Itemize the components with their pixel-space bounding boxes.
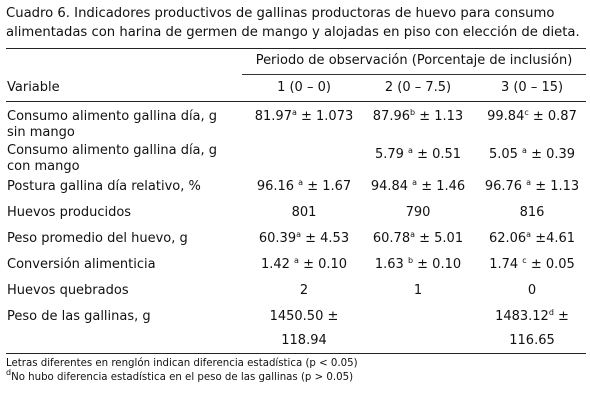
cell-text: ±4.61 — [531, 231, 576, 246]
cell-text: 5.79 — [374, 147, 409, 162]
superscript: a — [291, 108, 297, 117]
cell-text: ± 5.01 — [415, 231, 464, 246]
cell-text: 1.42 — [260, 257, 295, 272]
row-label: Consumo alimento gallina día, g sin mang… — [7, 109, 218, 140]
table-cell: 96.16 a ± 1.67 — [248, 178, 360, 195]
table-cell: 0 — [527, 283, 537, 298]
row-label: Postura gallina día relativo, % — [7, 179, 201, 194]
row-label: Consumo alimento gallina día, g con mang… — [7, 143, 218, 174]
cell-text: 5.05 — [488, 147, 523, 162]
table-cell: 60.78a ± 5.01 — [362, 230, 474, 247]
cell-text: 99.84 — [487, 109, 525, 124]
cell-text: ± 0.10 — [298, 257, 348, 272]
cell-text: No hubo diferencia estadística en el pes… — [11, 372, 354, 383]
superscript: b — [407, 256, 414, 265]
superscript: a — [526, 230, 532, 239]
table-cell: 5.79 a ± 0.51 — [362, 146, 474, 163]
header-rule — [6, 101, 586, 102]
cell-text: ± 1.13 — [531, 179, 580, 194]
table-caption: Cuadro 6. Indicadores productivos de gal… — [6, 6, 580, 40]
row-label: Conversión alimenticia — [7, 257, 156, 272]
cell-text: 60.39 — [258, 231, 297, 246]
superscript: b — [410, 108, 416, 117]
row-label: Peso de las gallinas, g — [7, 309, 151, 324]
superscript: c — [524, 108, 529, 117]
cell-text: ± 0.39 — [526, 147, 576, 162]
table-cell: 1.42 a ± 0.10 — [248, 256, 360, 273]
column-header-2: 2 (0 – 7.5) — [384, 80, 452, 95]
table-cell: 62.06a ±4.61 — [476, 230, 588, 247]
cell-text: 96.16 — [256, 179, 299, 194]
cell-text: 96.76 — [484, 179, 527, 194]
table-cell: 60.39a ± 4.53 — [248, 230, 360, 247]
cell-text: ± 1.46 — [417, 179, 466, 194]
superscript: a — [298, 178, 304, 187]
top-rule — [6, 48, 586, 49]
table-cell: 118.94 — [281, 333, 327, 348]
table-cell: 1 — [413, 283, 423, 298]
superscript: a — [522, 146, 527, 155]
variable-header: Variable — [7, 80, 60, 95]
superscript: a — [296, 230, 301, 239]
row-label: Huevos producidos — [7, 205, 132, 220]
cell-text: ± 1.13 — [415, 109, 464, 124]
table-cell: 96.76 a ± 1.13 — [476, 178, 588, 195]
cell-text: 1483.12 — [495, 309, 549, 324]
superscript: c — [522, 256, 527, 265]
footnote: dNo hubo diferencia estadística en el pe… — [6, 369, 354, 384]
cell-text: ± 0.51 — [412, 147, 462, 162]
superscript: a — [294, 256, 299, 265]
table-cell: 5.05 a ± 0.39 — [476, 146, 588, 163]
cell-text: ± 1.67 — [303, 179, 352, 194]
table-cell: 801 — [291, 205, 317, 220]
table-cell: 81.97a ± 1.073 — [248, 108, 360, 125]
superscript: a — [412, 178, 418, 187]
superscript: d — [6, 368, 12, 377]
row-label: Huevos quebrados — [7, 283, 129, 298]
column-header-1: 1 (0 – 0) — [277, 80, 331, 95]
row-label: Peso promedio del huevo, g — [7, 231, 188, 246]
cell-text: 60.78 — [372, 231, 411, 246]
table-cell: 790 — [405, 205, 431, 220]
table-cell: 816 — [519, 205, 545, 220]
cell-text: ± 0.05 — [526, 257, 575, 272]
superscript: a — [526, 178, 532, 187]
table-cell: 1.74 c ± 0.05 — [476, 256, 588, 273]
cell-text: 87.96 — [372, 109, 411, 124]
table-cell: 116.65 — [509, 333, 555, 348]
cell-text: 62.06 — [488, 231, 527, 246]
superscript: a — [410, 230, 415, 239]
table-cell: 2 — [299, 283, 309, 298]
cell-text: 1.63 — [374, 257, 408, 272]
superscript: a — [408, 146, 413, 155]
cell-text: 1.74 — [489, 257, 523, 272]
cell-text: ± 0.10 — [413, 257, 462, 272]
cell-text: ± 4.53 — [301, 231, 350, 246]
cell-text: 81.97 — [254, 109, 292, 124]
cell-text: ± — [553, 309, 569, 324]
table-cell: 1483.12d ± — [476, 308, 588, 325]
cell-text: 94.84 — [370, 179, 413, 194]
table-cell: 1450.50 ± — [269, 309, 339, 324]
table-cell: 87.96b ± 1.13 — [362, 108, 474, 125]
cell-text: ± 0.87 — [528, 109, 577, 124]
table-cell: 1.63 b ± 0.10 — [362, 256, 474, 273]
cell-text: ± 1.073 — [296, 109, 354, 124]
bottom-rule — [6, 353, 586, 354]
period-header: Periodo de observación (Porcentaje de in… — [255, 53, 573, 68]
table-cell: 94.84 a ± 1.46 — [362, 178, 474, 195]
footnote: Letras diferentes en renglón indican dif… — [6, 358, 358, 369]
column-header-3: 3 (0 – 15) — [500, 80, 564, 95]
superscript: d — [548, 308, 554, 317]
table-cell: 99.84c ± 0.87 — [476, 108, 588, 125]
period-rule — [242, 74, 586, 75]
